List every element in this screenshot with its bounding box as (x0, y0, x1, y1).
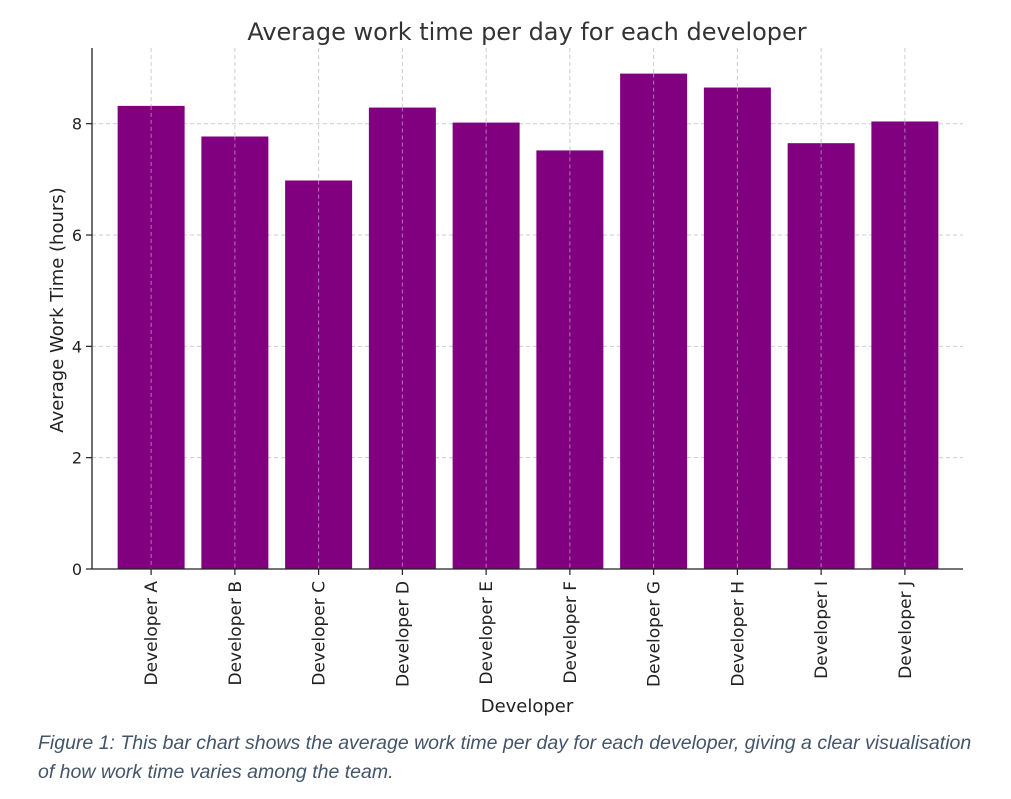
x-tick-label: Developer D (393, 581, 413, 687)
x-tick-label: Developer I (812, 581, 832, 679)
y-tick-label: 0 (72, 560, 82, 579)
y-tick-label: 4 (72, 337, 82, 356)
y-axis-label: Average Work Time (hours) (47, 187, 68, 432)
bars-layer (117, 73, 939, 570)
bar (368, 107, 436, 569)
x-tick-label: Developer A (142, 581, 162, 686)
x-tick-label: Developer B (226, 581, 246, 686)
y-tick-label: 2 (72, 449, 82, 468)
bar (536, 150, 604, 569)
y-tick-label: 8 (72, 115, 82, 134)
x-tick-label: Developer C (310, 581, 330, 686)
x-tick-label: Developer F (561, 581, 581, 684)
x-tick-label: Developer J (896, 581, 916, 679)
axes-layer: 0 2 4 6 8 Developer A Developer B Developer C De… (72, 48, 963, 687)
x-tick-label: Developer G (645, 581, 665, 687)
bar-chart: Average work time per day for each devel… (47, 18, 963, 717)
figure-caption: Figure 1: This bar chart shows the avera… (38, 732, 972, 783)
x-tick-label: Developer E (477, 581, 497, 685)
y-tick-label: 6 (72, 226, 82, 245)
x-axis-label: Developer (481, 696, 574, 717)
chart-title: Average work time per day for each devel… (247, 18, 806, 46)
x-tick-label: Developer H (728, 581, 748, 687)
